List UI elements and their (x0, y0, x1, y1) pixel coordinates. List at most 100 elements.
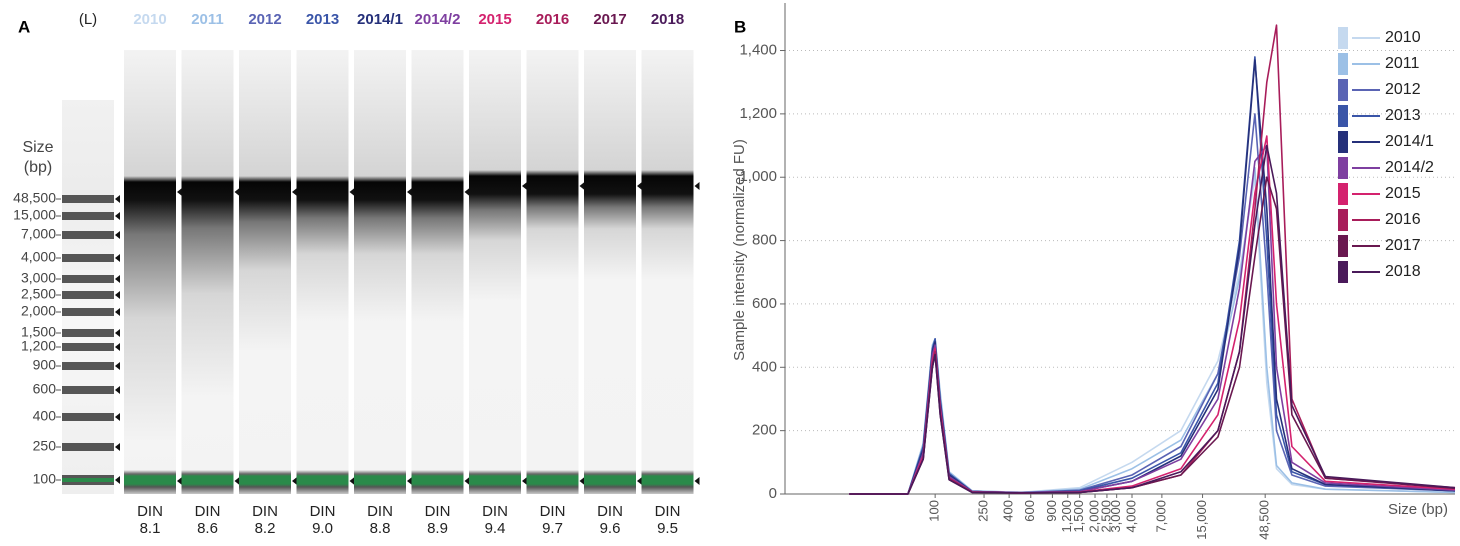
panel-label: B (734, 17, 746, 36)
din-label: DIN (482, 503, 508, 520)
band-marker (695, 477, 700, 485)
ladder-band (62, 329, 114, 337)
y-tick-label: 400 (752, 358, 777, 375)
gel-lane (584, 50, 636, 494)
marker-band (62, 478, 114, 482)
legend-label: 2018 (1385, 263, 1421, 280)
size-unit: (bp) (24, 159, 52, 176)
x-tick-label: 7,000 (1153, 500, 1168, 533)
band-marker (522, 182, 527, 190)
band-marker (292, 188, 297, 196)
din-label: DIN (137, 503, 163, 520)
lane-label: 2012 (248, 11, 281, 28)
x-tick-label: 3,000 (1108, 500, 1123, 533)
series-line (849, 60, 1455, 494)
ladder-band (62, 343, 114, 351)
band-marker (407, 188, 412, 196)
legend-swatch (1338, 27, 1348, 49)
din-label: DIN (540, 503, 566, 520)
din-value: 8.1 (140, 520, 161, 537)
lane-label: 2011 (191, 11, 224, 28)
legend-label: 2015 (1385, 185, 1421, 202)
din-value: 9.0 (312, 520, 333, 537)
x-tick-label: 48,500 (1257, 500, 1272, 540)
legend-label: 2016 (1385, 211, 1421, 228)
din-label: DIN (367, 503, 393, 520)
ladder-size-label: 100 (33, 471, 57, 487)
legend-label: 2017 (1385, 237, 1421, 254)
ladder-size-label: 2,500 (21, 286, 56, 302)
din-label: DIN (252, 503, 278, 520)
band-marker (115, 195, 120, 203)
series-line (849, 57, 1455, 494)
band-marker (115, 413, 120, 421)
y-tick-label: 800 (752, 232, 777, 249)
lane-label: 2017 (593, 11, 626, 28)
band-marker (115, 476, 120, 484)
band-marker (235, 188, 240, 196)
legend-swatch (1338, 209, 1348, 231)
band-marker (292, 477, 297, 485)
series-line (849, 146, 1455, 495)
band-marker (115, 386, 120, 394)
band-marker (637, 477, 642, 485)
x-tick-label: 1,500 (1071, 500, 1086, 533)
ladder-size-label: 15,000 (13, 207, 56, 223)
ladder-band (62, 413, 114, 421)
ladder-band (62, 254, 114, 262)
legend-swatch (1338, 79, 1348, 101)
y-tick-label: 0 (769, 485, 777, 502)
din-label: DIN (597, 503, 623, 520)
x-tick-label: 400 (1001, 500, 1016, 522)
ladder-band (62, 291, 114, 299)
series-line (849, 114, 1455, 494)
series-line (849, 168, 1455, 494)
ladder-band (62, 362, 114, 370)
ladder-size-label: 250 (33, 438, 57, 454)
band-marker (115, 291, 120, 299)
gel-lane (297, 50, 349, 494)
ladder-band (62, 308, 114, 316)
ladder-size-label: 900 (33, 357, 57, 373)
y-tick-label: 200 (752, 422, 777, 439)
lane-label: 2018 (651, 11, 684, 28)
legend-label: 2010 (1385, 29, 1421, 46)
series-line (849, 177, 1455, 494)
legend-label: 2014/1 (1385, 133, 1434, 150)
y-tick-label: 600 (752, 295, 777, 312)
band-marker (115, 443, 120, 451)
series-line (849, 25, 1455, 494)
legend-swatch (1338, 157, 1348, 179)
band-marker (115, 231, 120, 239)
band-marker (115, 275, 120, 283)
legend-swatch (1338, 105, 1348, 127)
x-tick-label: 250 (975, 500, 990, 522)
din-label: DIN (195, 503, 221, 520)
din-value: 9.7 (542, 520, 563, 537)
lane-label: 2010 (133, 11, 166, 28)
x-tick-label: 15,000 (1194, 500, 1209, 540)
series-line (849, 146, 1455, 495)
legend-label: 2011 (1385, 55, 1420, 72)
band-marker (235, 477, 240, 485)
lane-label: 2014/2 (415, 11, 461, 28)
din-label: DIN (425, 503, 451, 520)
lane-label: 2015 (478, 11, 511, 28)
band-marker (465, 477, 470, 485)
ladder-size-label: 3,000 (21, 270, 56, 286)
band-marker (115, 212, 120, 220)
series-line (849, 177, 1455, 494)
legend-swatch (1338, 261, 1348, 283)
din-value: 8.2 (255, 520, 276, 537)
gel-lane (182, 50, 234, 494)
panel-label: A (18, 17, 30, 36)
band-marker (177, 477, 182, 485)
x-tick-label: 4,000 (1123, 500, 1138, 533)
din-value: 9.4 (485, 520, 506, 537)
size-title: Size (22, 139, 53, 156)
band-marker (695, 182, 700, 190)
gel-lane (239, 50, 291, 494)
din-label: DIN (310, 503, 336, 520)
band-marker (115, 343, 120, 351)
legend-label: 2013 (1385, 107, 1421, 124)
